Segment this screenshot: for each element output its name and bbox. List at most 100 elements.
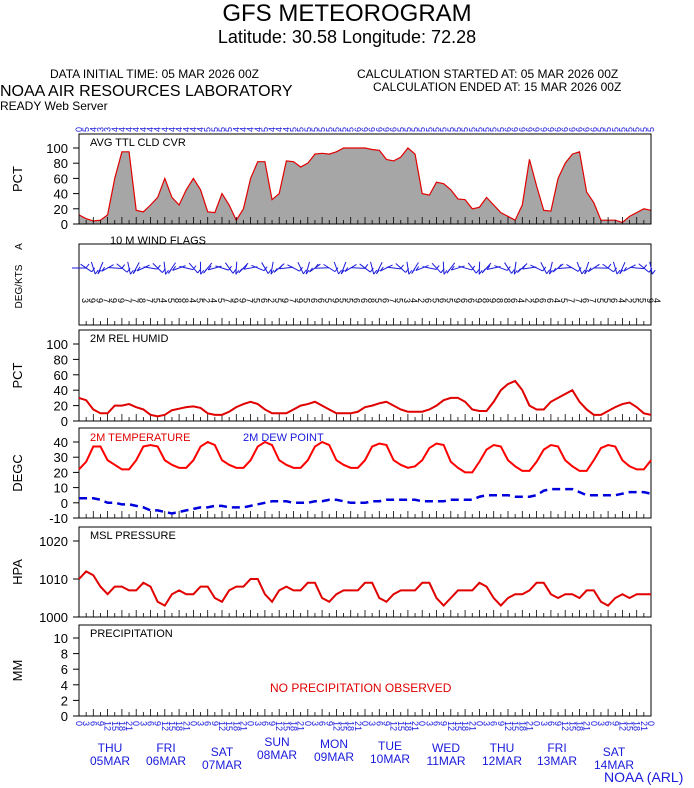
wind-speed-label: 7 bbox=[130, 298, 140, 303]
hour-label: 3 bbox=[253, 721, 263, 726]
hour-label: 6 bbox=[317, 721, 327, 726]
top-axis-label: 5 bbox=[596, 127, 606, 132]
wind-flag bbox=[431, 262, 442, 274]
wind-speed-label: 8 bbox=[180, 298, 190, 303]
wind-barb bbox=[517, 268, 521, 273]
hour-label: 9 bbox=[496, 721, 506, 726]
wind-barb bbox=[279, 264, 283, 270]
precip-hour-ticks bbox=[78, 709, 652, 716]
wind-speed-label: 4 bbox=[552, 298, 562, 303]
top-axis-label: 5 bbox=[467, 127, 477, 132]
wind-barb bbox=[207, 265, 212, 271]
wind-flag bbox=[127, 261, 131, 275]
hour-label: 21 bbox=[524, 721, 534, 731]
day-label: THU bbox=[98, 741, 123, 755]
wind-flag bbox=[522, 266, 537, 270]
hour-label: 0 bbox=[188, 721, 198, 726]
y-tick-label: 40 bbox=[54, 383, 68, 398]
top-axis-label: 5 bbox=[632, 127, 642, 132]
wind-barb bbox=[369, 267, 374, 273]
wind-barb bbox=[623, 266, 627, 272]
top-axis-label: 5 bbox=[639, 127, 649, 132]
wind-speed-label: 7 bbox=[244, 298, 254, 303]
wind-speed-label: 5 bbox=[302, 298, 312, 303]
wind-barb bbox=[232, 268, 237, 274]
wind-frame bbox=[78, 243, 652, 326]
wind-barb bbox=[85, 263, 90, 269]
wind-barb bbox=[486, 265, 491, 270]
wind-flag bbox=[215, 265, 229, 271]
hour-label: 21 bbox=[181, 721, 191, 731]
top-axis-label: 6 bbox=[553, 127, 563, 132]
date-label: 09MAR bbox=[314, 750, 354, 764]
day-label: TUE bbox=[378, 739, 402, 753]
wind-speed-label: 5 bbox=[373, 298, 383, 303]
wind-flag bbox=[270, 261, 274, 275]
top-axis-label: 5 bbox=[646, 127, 656, 132]
top-axis-label: 4 bbox=[231, 127, 241, 132]
wind-speed-label: 6 bbox=[438, 298, 448, 303]
wind-speed-label: 5 bbox=[638, 298, 648, 303]
chart-title: GFS METEOROGRAM bbox=[222, 0, 472, 27]
wind-speed-label: 5 bbox=[273, 298, 283, 303]
rel-humid-line bbox=[78, 379, 652, 418]
top-axis-label: 5 bbox=[396, 127, 406, 132]
wind-barb bbox=[651, 269, 656, 275]
wind-flag bbox=[163, 261, 167, 275]
wind-flag bbox=[261, 262, 269, 274]
wind-flag bbox=[386, 266, 401, 270]
wind-speed-label: 5 bbox=[602, 298, 612, 303]
y-tick-label: 80 bbox=[54, 156, 68, 171]
wind-flag bbox=[359, 263, 371, 273]
wind-barb bbox=[340, 269, 345, 275]
wind-speed-label: 7 bbox=[123, 298, 133, 303]
hour-label: 0 bbox=[131, 721, 141, 726]
hour-label: 6 bbox=[203, 721, 213, 726]
hour-label: 15 bbox=[281, 721, 291, 731]
wind-barb bbox=[607, 263, 612, 269]
pressure-y-label: HPA bbox=[10, 559, 25, 585]
wind-flag bbox=[305, 261, 310, 275]
hour-label: 9 bbox=[324, 721, 334, 726]
wind-speed-label: 9 bbox=[452, 298, 462, 303]
wind-speed-label: 5 bbox=[345, 298, 355, 303]
wind-flag bbox=[530, 264, 543, 272]
hour-label: 15 bbox=[625, 721, 635, 731]
wind-hour-ticks bbox=[78, 318, 652, 325]
y-tick-label: 10 bbox=[54, 631, 68, 646]
wind-flag bbox=[422, 266, 437, 270]
wind-speed-label: 6 bbox=[316, 298, 326, 303]
wind-speed-label: 3 bbox=[402, 298, 412, 303]
top-axis-label: 6 bbox=[560, 127, 570, 132]
hour-label: 9 bbox=[553, 721, 563, 726]
top-axis-label: 5 bbox=[317, 127, 327, 132]
y-tick-label: 2 bbox=[61, 693, 68, 708]
wind-flag bbox=[548, 261, 553, 275]
date-label: 13MAR bbox=[537, 754, 577, 768]
wind-title: 10 M WIND FLAGS bbox=[110, 235, 206, 247]
wind-flag bbox=[297, 261, 304, 275]
wind-barb bbox=[481, 268, 486, 274]
top-axis-label: 5 bbox=[474, 127, 484, 132]
wind-speed-label: 5 bbox=[166, 298, 176, 303]
wind-barb bbox=[97, 269, 102, 275]
wind-flag bbox=[188, 262, 199, 274]
y-tick-label: 1000 bbox=[39, 610, 68, 625]
date-label: 07MAR bbox=[202, 758, 242, 772]
wind-speed-label: 5 bbox=[430, 298, 440, 303]
y-tick-label: 8 bbox=[61, 647, 68, 662]
hour-label: 6 bbox=[546, 721, 556, 726]
calculation-ended: CALCULATION ENDED AT: 15 MAR 2026 00Z bbox=[373, 80, 622, 94]
precip-title: PRECIPITATION bbox=[90, 628, 173, 640]
wind-speed-label: 4 bbox=[187, 298, 197, 303]
wind-speed-label: 7 bbox=[223, 298, 233, 303]
wind-barb bbox=[302, 269, 307, 275]
dew-point-line bbox=[79, 487, 652, 515]
wind-flag bbox=[584, 261, 590, 275]
hour-label: 15 bbox=[224, 721, 234, 731]
wind-barb bbox=[203, 268, 207, 274]
y-tick-label: 30 bbox=[54, 450, 68, 465]
wind-speed-label: 4 bbox=[159, 298, 169, 303]
